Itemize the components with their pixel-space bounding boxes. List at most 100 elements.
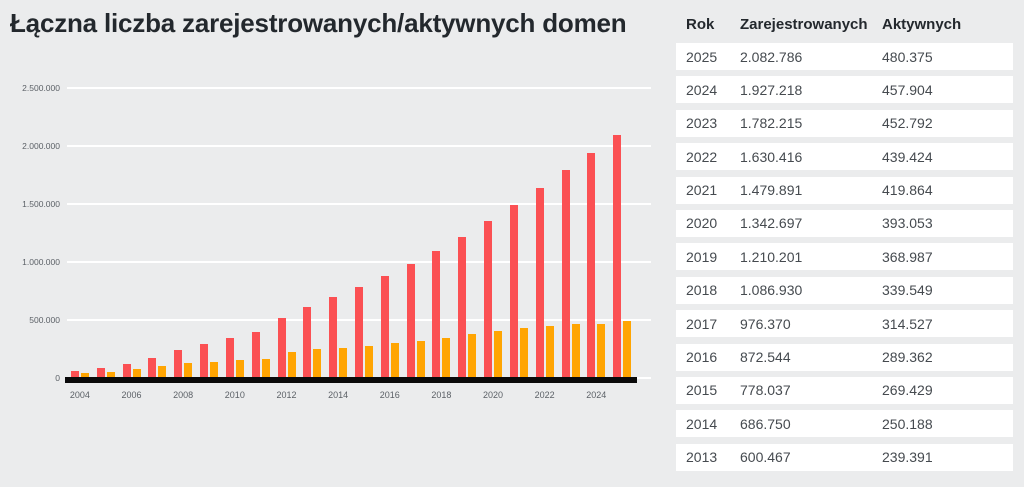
table-row: 2017 976.370 314.527 (676, 310, 1013, 338)
table-body: 2025 2.082.786 480.375 2024 1.927.218 457.904… (676, 43, 1013, 471)
x-axis-tick-label: 2004 (69, 390, 90, 400)
bar-registered (380, 276, 389, 377)
cell-active: 457.904 (882, 81, 933, 98)
cell-year: 2022 (686, 148, 718, 165)
cell-year: 2016 (686, 349, 718, 366)
table-header-registered: Zarejestrowanych (740, 16, 868, 33)
bar-active (468, 334, 477, 377)
x-axis-tick-label: 2020 (482, 390, 504, 400)
table-row: 2014 686.750 250.188 (676, 410, 1013, 438)
bar-active (571, 324, 580, 377)
table-row: 2022 1.630.416 439.424 (676, 143, 1013, 171)
table-header-row: Rok Zarejestrowanych Aktywnych (676, 10, 1013, 43)
x-axis-tick-label: 2018 (431, 390, 452, 400)
bar-registered (71, 371, 79, 377)
bar-registered (406, 264, 415, 377)
bar-active (287, 352, 296, 377)
bar-active (339, 348, 348, 377)
cell-year: 2018 (686, 282, 718, 299)
cell-registered: 2.082.786 (740, 48, 803, 65)
bar-registered (484, 221, 493, 377)
x-axis-tick-label: 2014 (328, 390, 349, 400)
table-header-year: Rok (686, 16, 715, 33)
bar-registered (277, 318, 286, 377)
grid-line (67, 87, 651, 89)
bar-active (261, 359, 270, 377)
y-axis-tick-label: 0 (55, 373, 60, 383)
bar-active (390, 343, 399, 377)
cell-active: 439.424 (882, 148, 933, 165)
bar-active (416, 341, 425, 377)
cell-active: 480.375 (882, 48, 933, 65)
table-row: 2024 1.927.218 457.904 (676, 76, 1013, 104)
bar-registered (535, 188, 544, 377)
bar-registered (329, 297, 338, 377)
cell-registered: 872.544 (740, 349, 791, 366)
cell-registered: 1.927.218 (740, 81, 803, 98)
cell-registered: 1.210.201 (740, 248, 803, 265)
bar-active (235, 360, 244, 377)
table-row: 2025 2.082.786 480.375 (676, 43, 1013, 70)
bar-registered (587, 153, 596, 377)
grid-line (67, 261, 651, 263)
bar-registered (303, 307, 312, 377)
cell-year: 2020 (686, 215, 718, 232)
bar-active (545, 326, 554, 377)
bar-active (365, 346, 373, 377)
cell-registered: 1.479.891 (740, 182, 803, 199)
cell-year: 2014 (686, 415, 718, 432)
grid-line (67, 203, 651, 205)
bar-active (106, 372, 115, 377)
bar-registered (96, 368, 105, 377)
x-axis-tick-label: 2012 (276, 390, 297, 400)
cell-registered: 1.782.215 (740, 115, 803, 132)
table-row: 2013 600.467 239.391 (676, 443, 1013, 471)
cell-year: 2024 (686, 81, 718, 98)
cell-year: 2023 (686, 115, 718, 132)
y-axis-tick-label: 2.500.000 (22, 83, 60, 93)
bar-active (442, 338, 451, 377)
x-axis-tick-label: 2008 (173, 390, 194, 400)
cell-year: 2019 (686, 248, 718, 265)
cell-active: 269.429 (882, 382, 933, 399)
cell-year: 2021 (686, 182, 718, 199)
x-axis-tick-label: 2022 (534, 390, 555, 400)
table-row: 2019 1.210.201 368.987 (676, 243, 1013, 271)
x-axis-line (65, 377, 637, 383)
cell-active: 239.391 (882, 449, 933, 466)
cell-active: 419.864 (882, 182, 933, 199)
bar-registered (355, 287, 363, 377)
page-title: Łączna liczba zarejestrowanych/aktywnych… (10, 8, 627, 38)
cell-active: 250.188 (882, 415, 933, 432)
y-axis-tick-label: 500.000 (29, 315, 60, 325)
cell-active: 393.053 (882, 215, 933, 232)
bar-active (210, 362, 219, 377)
bar-active (158, 366, 167, 377)
bar-registered (122, 364, 131, 377)
bar-active (132, 369, 141, 377)
bar-registered (561, 170, 570, 377)
cell-year: 2025 (686, 48, 718, 65)
table-row: 2023 1.782.215 452.792 (676, 109, 1013, 137)
table-row: 2018 1.086.930 339.549 (676, 276, 1013, 304)
grid-line (67, 145, 651, 147)
cell-registered: 1.630.416 (740, 148, 803, 165)
bar-active (81, 373, 89, 377)
bar-active (184, 363, 193, 377)
cell-active: 289.362 (882, 349, 933, 366)
bar-active (519, 328, 528, 377)
bar-registered (613, 135, 622, 377)
x-axis-tick-label: 2006 (121, 390, 142, 400)
cell-registered: 1.086.930 (740, 282, 803, 299)
table-row: 2016 872.544 289.362 (676, 343, 1013, 371)
table-row: 2015 778.037 269.429 (676, 376, 1013, 404)
bar-registered (200, 344, 209, 377)
cell-active: 368.987 (882, 248, 933, 265)
bar-registered (148, 358, 157, 377)
bar-active (313, 349, 322, 377)
cell-registered: 778.037 (740, 382, 791, 399)
y-axis-tick-label: 1.000.000 (22, 257, 60, 267)
cell-registered: 686.750 (740, 415, 791, 432)
bar-registered (251, 332, 260, 377)
table-row: 2021 1.479.891 419.864 (676, 176, 1013, 204)
